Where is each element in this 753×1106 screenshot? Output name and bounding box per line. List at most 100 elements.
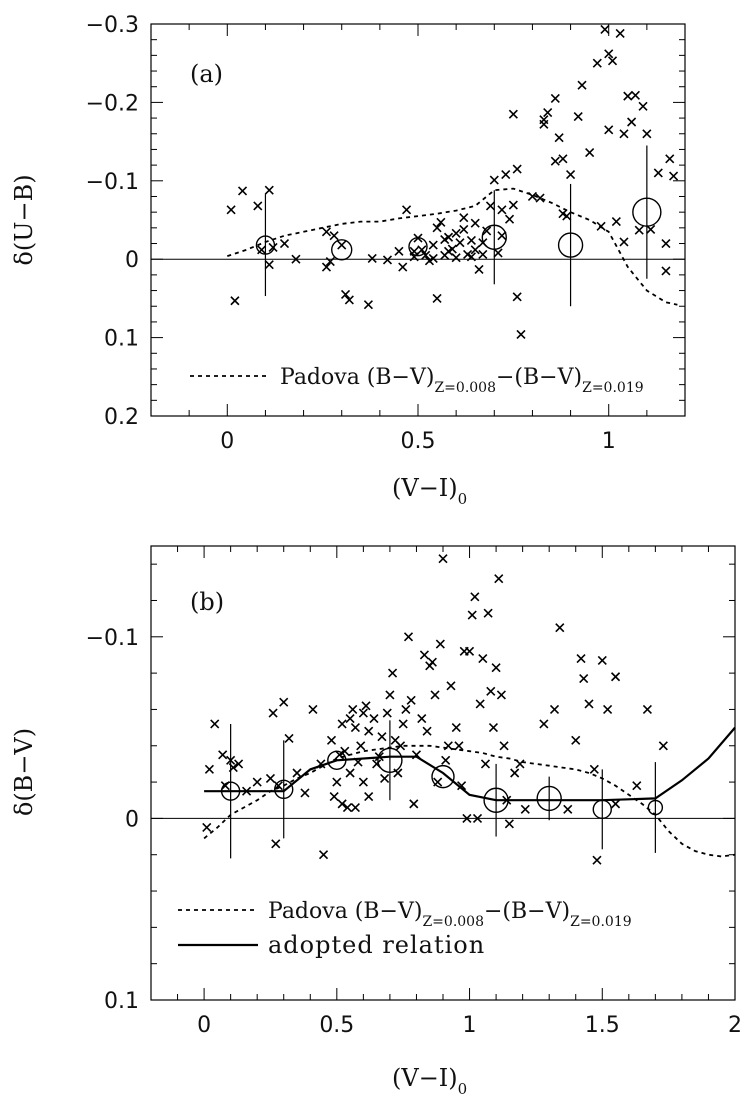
panel-b-legend-text-1: Padova (B−V)Z=0.008−(B−V)Z=0.019 <box>268 899 632 930</box>
star-point <box>497 205 507 215</box>
star-point <box>470 592 480 602</box>
star-point <box>446 681 456 691</box>
bin-circle <box>274 779 294 800</box>
x-tick-label: 0 <box>220 429 234 454</box>
panel-a-legend-text: Padova (B−V)Z=0.008−(B−V)Z=0.019 <box>280 365 644 396</box>
star-point <box>237 186 248 196</box>
star-point <box>393 768 403 778</box>
star-point <box>653 168 663 178</box>
x-tick-label: 2 <box>728 1013 742 1038</box>
star-point <box>401 704 411 715</box>
star-point <box>321 262 332 272</box>
star-point <box>308 704 318 715</box>
star-point <box>234 759 244 769</box>
panel-a-x-axis-label-sub: 0 <box>458 490 468 508</box>
star-point <box>401 205 412 215</box>
star-point <box>480 759 491 769</box>
star-point <box>334 750 345 760</box>
panel-b-y-axis-label: δ(B−V) <box>10 728 38 816</box>
star-point <box>610 672 621 682</box>
panel-a-stars <box>226 24 679 340</box>
star-point <box>284 733 294 744</box>
bin-circle <box>536 785 562 812</box>
y-tick-label: −0.1 <box>86 170 139 195</box>
star-point <box>604 49 614 59</box>
panel-a-label: (a) <box>190 60 223 88</box>
bin-mean <box>632 145 662 279</box>
star-point <box>292 768 302 778</box>
star-point <box>398 719 408 729</box>
star-point <box>576 654 586 664</box>
star-point <box>571 735 581 745</box>
star-point <box>491 663 501 673</box>
star-point <box>432 223 442 233</box>
star-point <box>337 240 347 250</box>
panel-a-tick-labels: 0 0.5 1 −0.3 −0.2 −0.1 0 0.1 0.2 <box>86 13 616 454</box>
star-point <box>486 686 496 696</box>
star-point <box>329 792 339 802</box>
star-point <box>668 171 679 181</box>
star-point <box>478 654 488 664</box>
bin-circle <box>481 224 507 250</box>
star-point <box>340 289 351 300</box>
star-point <box>466 235 476 245</box>
star-point <box>464 646 475 656</box>
bin-circle <box>377 747 403 773</box>
star-point <box>421 250 431 260</box>
y-tick-label: 0 <box>125 248 139 273</box>
star-point <box>411 750 422 760</box>
panel-b-legend-mid: −(B−V) <box>484 899 570 924</box>
star-point <box>406 695 416 705</box>
bin-mean <box>592 769 612 850</box>
y-tick-label: −0.2 <box>86 91 139 116</box>
bin-circle <box>483 787 509 813</box>
star-point <box>419 650 429 660</box>
panel-a-legend-mid: −(B−V) <box>496 365 582 390</box>
star-point <box>218 750 228 760</box>
star-point <box>385 690 395 700</box>
star-point <box>520 804 530 814</box>
bin-circle <box>408 236 428 257</box>
bin-circle <box>632 197 662 227</box>
star-point <box>515 759 525 769</box>
panel-b-bins <box>220 720 664 859</box>
panel-b-legend-sub2: Z=0.019 <box>570 914 632 930</box>
star-point <box>398 262 408 272</box>
star-point <box>600 24 610 35</box>
star-point <box>638 101 648 111</box>
star-point <box>592 855 602 865</box>
star-point <box>630 90 640 100</box>
star-point <box>387 668 398 678</box>
y-tick-label: 0.2 <box>104 405 139 430</box>
star-point <box>496 690 506 700</box>
panel-a-legend-sub1: Z=0.008 <box>434 380 496 396</box>
bin-circle <box>431 764 455 789</box>
star-point <box>422 726 432 736</box>
star-point <box>499 741 509 751</box>
star-point <box>382 708 392 718</box>
star-point <box>325 256 335 267</box>
panel-a-bins <box>255 145 662 307</box>
star-point <box>344 295 354 305</box>
star-point <box>210 719 220 729</box>
star-point <box>459 224 469 234</box>
star-point <box>661 266 671 276</box>
star-point <box>332 777 342 787</box>
star-point <box>441 755 451 765</box>
panel-b-x-axis-label: (V−I)0 <box>392 1064 467 1098</box>
star-point <box>504 214 515 224</box>
panel-b-x-axis-label-sub: 0 <box>458 1080 468 1098</box>
bin-mean <box>536 776 562 821</box>
star-point <box>573 111 583 122</box>
bin-circle <box>327 750 347 770</box>
y-tick-label: 0.1 <box>104 989 139 1014</box>
star-point <box>510 768 520 778</box>
star-point <box>566 169 576 180</box>
panel-a-y-axis-label: δ(U−B) <box>10 174 38 265</box>
panel-b-padova-curve <box>203 744 736 858</box>
star-point <box>470 218 480 228</box>
star-point <box>436 217 446 227</box>
star-point <box>358 777 368 787</box>
star-point <box>459 213 469 223</box>
star-point <box>550 93 560 104</box>
